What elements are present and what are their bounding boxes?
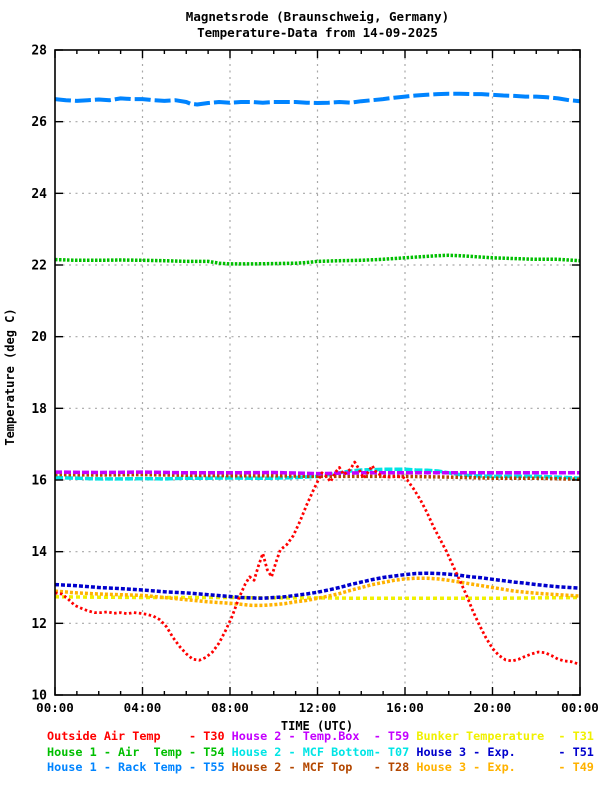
x-tick-label: 00:00 (36, 700, 74, 715)
x-tick-label: 08:00 (211, 700, 249, 715)
x-tick-label: 20:00 (474, 700, 512, 715)
legend-entry-T49: House 3 - Exp. - T49 (416, 760, 594, 775)
x-tick-label: 16:00 (386, 700, 424, 715)
series-T55 (54, 91, 581, 107)
series-lines (54, 91, 581, 666)
series-T30 (54, 460, 581, 666)
chart-title: Magnetsrode (Braunschweig, Germany) (185, 9, 450, 24)
y-tick-label: 24 (31, 187, 47, 202)
y-tick-label: 20 (31, 330, 47, 345)
y-tick-labels: 10 12 14 16 18 20 22 24 26 28 (31, 44, 47, 704)
legend-row: House 1 - Air Temp - T54 House 2 - MCF B… (47, 745, 594, 761)
temperature-chart: 00:00 04:00 08:00 12:00 16:00 20:00 00:00 10 12… (3, 44, 599, 734)
series-T49 (54, 576, 581, 608)
legend-entry-T55: House 1 - Rack Temp - T55 (47, 760, 232, 775)
y-tick-label: 10 (31, 689, 47, 704)
x-tick-label: 04:00 (124, 700, 162, 715)
legend-entry-T51: House 3 - Exp. - T51 (416, 744, 594, 759)
legend-entry-T07: House 2 - MCF Bottom- T07 (231, 744, 417, 759)
legend-entry-T30: Outside Air Temp - T30 (47, 729, 232, 743)
y-tick-label: 14 (31, 545, 47, 560)
series-T51 (54, 571, 581, 601)
legend-entry-T28: House 2 - MCF Top - T28 (231, 760, 417, 775)
x-tick-label: 00:00 (561, 700, 599, 715)
legend-entry-T31: Bunker Temperature - T31 (416, 729, 594, 743)
axis-ticks (54, 49, 581, 696)
gridlines (56, 51, 579, 694)
y-tick-label: 28 (31, 44, 47, 59)
x-tick-label: 12:00 (299, 700, 337, 715)
legend: Outside Air Temp - T30 House 2 - Temp.Bo… (47, 729, 594, 776)
x-tick-labels: 00:00 04:00 08:00 12:00 16:00 20:00 00:00 (36, 700, 599, 715)
series-T31 (54, 595, 581, 601)
series-T28 (54, 472, 581, 482)
y-axis-title: Temperature (deg C) (3, 308, 17, 445)
series-T54 (54, 253, 581, 266)
legend-row: House 1 - Rack Temp - T55 House 2 - MCF … (47, 760, 594, 776)
y-tick-label: 12 (31, 617, 47, 632)
legend-entry-T59: House 2 - Temp.Box - T59 (231, 729, 417, 743)
y-tick-label: 26 (31, 115, 47, 130)
y-tick-label: 18 (31, 402, 47, 417)
chart-subtitle: Temperature-Data from 14-09-2025 (197, 24, 438, 40)
series-T59 (54, 470, 580, 476)
chart-title-block: Magnetsrode (Braunschweig, Germany) Temp… (35, 9, 600, 40)
legend-row: Outside Air Temp - T30 House 2 - Temp.Bo… (47, 729, 594, 745)
legend-entry-T54: House 1 - Air Temp - T54 (47, 744, 232, 759)
y-tick-label: 16 (31, 474, 47, 489)
y-tick-label: 22 (31, 259, 47, 274)
x-axis-title: TIME (UTC) (281, 719, 353, 733)
